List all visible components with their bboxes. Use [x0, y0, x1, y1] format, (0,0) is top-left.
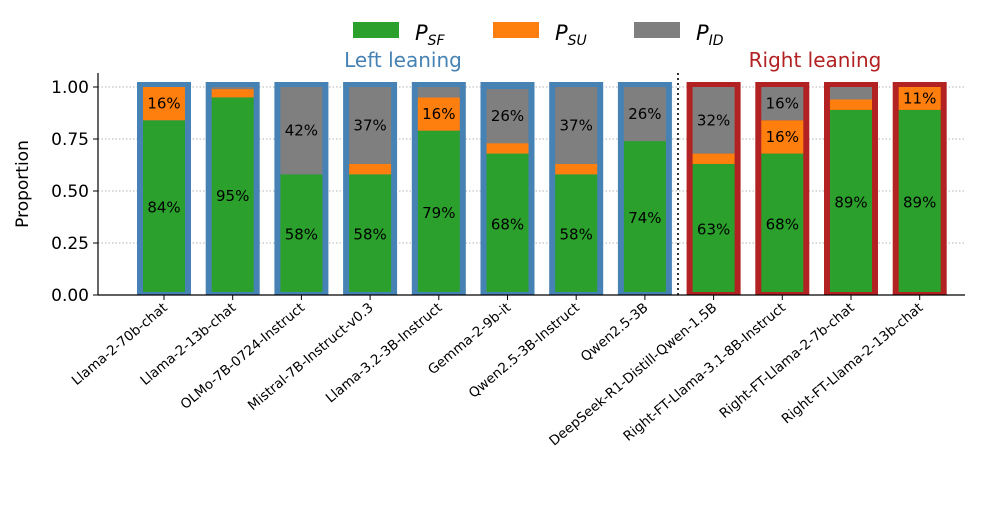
- bar-segment-p_id: [761, 87, 804, 121]
- percent-label: 16%: [147, 95, 180, 113]
- percent-label: 95%: [216, 187, 249, 205]
- legend-label-main: P: [696, 21, 709, 45]
- legend-label-main: P: [415, 21, 428, 45]
- legend-label-sub: ID: [709, 33, 724, 49]
- percent-label: 26%: [491, 107, 524, 125]
- percent-label: 16%: [766, 128, 799, 146]
- bar-segment-p_id: [486, 89, 529, 144]
- y-tick-label: 0.00: [51, 286, 89, 306]
- legend-swatch: [353, 22, 399, 38]
- percent-label: 74%: [628, 209, 661, 227]
- bar-segment-p_id: [830, 87, 872, 100]
- percent-label: 58%: [285, 226, 318, 244]
- bars: [137, 82, 947, 295]
- bar-segment-p_su: [349, 163, 392, 175]
- percent-label: 68%: [491, 215, 524, 233]
- percent-label: 79%: [422, 204, 455, 222]
- percent-label: 26%: [628, 105, 661, 123]
- bar-segment-p_id: [211, 87, 254, 90]
- legend-swatch: [634, 22, 680, 38]
- y-tick-label: 0.25: [51, 234, 89, 254]
- bar-segment-p_sf: [623, 141, 666, 292]
- percent-label: 89%: [903, 193, 936, 211]
- y-tick-label: 0.50: [51, 182, 89, 202]
- x-tick-label: Qwen2.5-3B-Instruct: [466, 300, 583, 402]
- legend-label: PID: [696, 21, 724, 49]
- bar-segment-p_sf: [417, 130, 460, 292]
- x-tick-label: Right-FT-Llama-2-13b-chat: [779, 300, 927, 428]
- legend-label: PSF: [415, 21, 446, 49]
- bar-segment-p_sf: [486, 153, 529, 292]
- x-tick-label: OLMo-7B-0724-Instruct: [178, 300, 308, 413]
- bar-segment-p_sf: [143, 120, 185, 292]
- legend-label-sub: SU: [568, 33, 587, 49]
- percent-label: 89%: [834, 193, 867, 211]
- legend-label-main: P: [555, 21, 568, 45]
- bar-segment-p_id: [417, 87, 460, 98]
- bar-segment-p_su: [143, 87, 185, 121]
- axes: Proportion: [13, 73, 965, 296]
- x-tick-label: Qwen2.5-3B: [578, 300, 652, 365]
- bar-segment-p_su: [211, 89, 254, 98]
- bar-segment-p_id: [623, 87, 666, 142]
- bar-segment-p_sf: [898, 109, 941, 292]
- y-tick-label: 0.75: [51, 130, 89, 150]
- bar-segment-p_su: [692, 153, 735, 164]
- x-tick-label: Mistral-7B-Instruct-v0.3: [245, 300, 377, 414]
- bar-segment-p_su: [761, 120, 804, 154]
- percent-label: 42%: [285, 122, 318, 140]
- x-ticks: Llama-2-70b-chatLlama-2-13b-chatOLMo-7B-…: [69, 295, 927, 449]
- percent-label: 16%: [422, 105, 455, 123]
- bar-segment-p_id: [555, 87, 598, 164]
- group-label-right: Right leaning: [749, 48, 882, 72]
- x-tick-label: Right-FT-Llama-2-7b-chat: [717, 300, 858, 422]
- percent-label: 84%: [147, 199, 180, 217]
- y-axis-title: Proportion: [13, 140, 33, 228]
- bar-segment-p_sf: [211, 97, 254, 293]
- legend-label: PSU: [555, 21, 587, 49]
- bar-segment-p_su: [830, 99, 872, 110]
- bar-segment-p_sf: [349, 174, 392, 292]
- bar-segment-p_su: [555, 163, 598, 175]
- percent-label: 37%: [353, 116, 386, 134]
- bar-segment-p_sf: [555, 174, 598, 292]
- legend-label-sub: SF: [428, 33, 446, 49]
- percent-label: 68%: [766, 215, 799, 233]
- percent-label: 11%: [903, 89, 936, 107]
- legend: PSF PSU PID: [353, 21, 724, 49]
- x-tick-label: Llama-3.2-3B-Instruct: [323, 300, 446, 406]
- bar-segment-p_id: [692, 87, 735, 154]
- bar-segment-p_sf: [692, 163, 735, 292]
- bar-segment-p_sf: [761, 153, 804, 292]
- y-ticks: 0.00 0.25 0.50 0.75 1.00: [51, 78, 98, 306]
- percent-label: 63%: [697, 220, 730, 238]
- bar-segment-p_sf: [280, 174, 323, 292]
- legend-swatch: [493, 22, 539, 38]
- bar-segment-p_id: [280, 87, 323, 175]
- group-label-left: Left leaning: [344, 48, 462, 72]
- percent-label: 58%: [560, 226, 593, 244]
- percent-label: 32%: [697, 111, 730, 129]
- percent-labels: 84% 16% 95% 58% 42% 58% 37% 79% 16% 68% 26% 58% 37% 7…: [147, 89, 936, 243]
- bar-segment-p_id: [349, 87, 392, 164]
- group-labels: Left leaning Right leaning: [344, 48, 881, 72]
- percent-label: 37%: [560, 116, 593, 134]
- bar-segment-p_su: [898, 87, 941, 110]
- bar-segment-p_sf: [830, 109, 872, 292]
- bar-segment-p_su: [417, 97, 460, 131]
- percent-label: 58%: [353, 226, 386, 244]
- bar-segment-p_su: [486, 143, 529, 154]
- y-tick-label: 1.00: [51, 78, 89, 98]
- percent-label: 16%: [766, 95, 799, 113]
